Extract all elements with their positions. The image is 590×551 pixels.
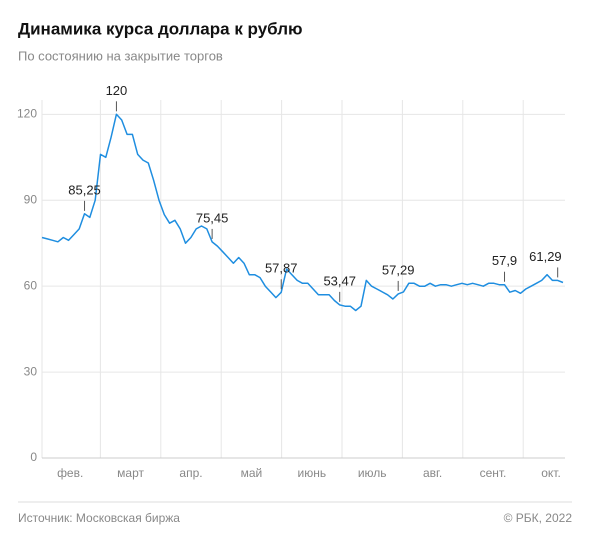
- copyright: © РБК, 2022: [504, 511, 573, 525]
- value-label: 61,29: [529, 249, 562, 264]
- x-tick-label: фев.: [57, 466, 83, 480]
- x-tick-label: апр.: [179, 466, 202, 480]
- x-tick-label: май: [241, 466, 263, 480]
- y-tick-label: 120: [17, 106, 37, 120]
- value-label: 120: [106, 83, 128, 98]
- chart-title: Динамика курса доллара к рублю: [18, 19, 303, 38]
- source: Источник: Московская биржа: [18, 511, 180, 525]
- x-tick-label: июнь: [298, 466, 327, 480]
- value-label: 75,45: [196, 210, 229, 225]
- value-label: 57,87: [265, 261, 298, 276]
- value-label: 53,47: [323, 273, 356, 288]
- y-tick-label: 90: [24, 192, 38, 206]
- x-tick-label: март: [117, 466, 144, 480]
- x-tick-label: сент.: [480, 466, 507, 480]
- x-tick-label: июль: [358, 466, 387, 480]
- chart-subtitle: По состоянию на закрытие торгов: [18, 48, 223, 63]
- y-tick-label: 0: [30, 450, 37, 464]
- x-tick-label: авг.: [423, 466, 442, 480]
- x-tick-label: окт.: [541, 466, 561, 480]
- value-label: 57,29: [382, 262, 415, 277]
- line: [41, 113, 564, 312]
- value-label: 57,9: [492, 253, 517, 268]
- value-label: 85,25: [68, 182, 101, 197]
- y-tick-label: 30: [24, 364, 38, 378]
- y-tick-label: 60: [24, 278, 38, 292]
